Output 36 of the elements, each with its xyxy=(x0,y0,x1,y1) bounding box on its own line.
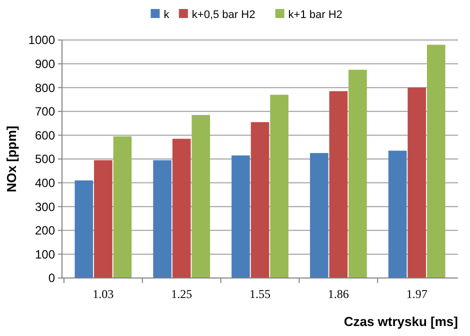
y-tick-label: 700 xyxy=(34,104,56,119)
x-tick-label: 1.86 xyxy=(328,287,349,301)
y-tick-label: 400 xyxy=(34,176,56,190)
bar xyxy=(94,160,112,278)
y-tick-label: 900 xyxy=(34,57,56,71)
bar xyxy=(270,94,288,278)
bar xyxy=(192,114,210,278)
bar xyxy=(388,150,407,278)
x-tick-label: 1.97 xyxy=(406,287,428,301)
y-tick-label: 600 xyxy=(34,128,56,142)
legend-label: k+0,5 bar H2 xyxy=(192,8,256,21)
legend-label: k xyxy=(164,8,170,21)
y-tick-label: 0 xyxy=(48,271,56,286)
x-tick-label: 1.25 xyxy=(171,287,192,301)
y-axis-title: NOx [ppm] xyxy=(4,126,19,192)
bar xyxy=(172,138,191,278)
x-tick-label: 1.03 xyxy=(92,287,114,301)
bar xyxy=(250,122,270,278)
bar xyxy=(113,136,132,278)
bar xyxy=(310,153,328,278)
legend-label: k+1 bar H2 xyxy=(288,8,342,21)
y-tick-label: 300 xyxy=(34,200,56,214)
x-tick-label: 1.55 xyxy=(250,287,270,301)
y-tick-label: 200 xyxy=(34,224,56,238)
y-tick-label: 1000 xyxy=(28,33,56,48)
bar xyxy=(408,88,426,278)
x-axis-title: Czas wtrysku [ms] xyxy=(344,314,458,329)
y-tick-label: 800 xyxy=(34,80,56,95)
y-tick-label: 500 xyxy=(34,152,56,166)
y-tick-label: 100 xyxy=(34,247,56,262)
bar xyxy=(348,70,367,278)
bar xyxy=(329,91,348,278)
bar xyxy=(74,180,94,278)
bar xyxy=(426,44,446,278)
bar xyxy=(232,155,250,278)
bar xyxy=(153,160,172,278)
